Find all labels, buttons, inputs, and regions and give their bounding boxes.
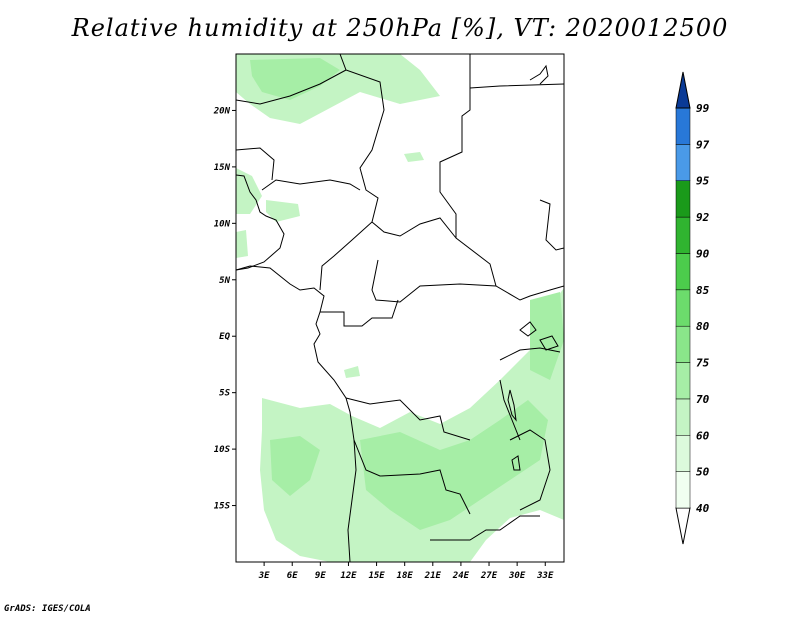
humidity-region-west-2 [266,200,300,222]
chart-title: Relative humidity at 250hPa [%], VT: 202… [71,14,729,42]
y-axis-ticks: 20N 15N 10N 5N EQ 5S 10S 15S [213,106,236,512]
border-3 [261,179,361,191]
humidity-region-north-inner [250,58,340,100]
lake-3 [539,335,559,351]
colorbar-segment [675,253,691,291]
coastline-gulf [236,265,357,562]
y-tick-label: 10S [214,445,231,455]
x-tick-label: 18E [397,571,414,581]
colorbar-label: 99 [696,102,710,115]
border-9 [320,299,399,327]
coastline-west [236,174,285,271]
humidity-region-south-inner [360,400,548,530]
border-4 [439,54,497,287]
colorbar-label: 80 [696,320,710,333]
x-tick-label: 6E [287,571,298,581]
x-tick-label: 21E [424,571,442,581]
y-tick-label: 20N [213,106,231,116]
colorbar-label: 75 [696,357,710,370]
y-tick-label: 5S [219,389,230,399]
colorbar: 40 50 60 70 75 80 85 90 92 95 97 99 [675,71,710,545]
border-16 [499,379,521,441]
border-14 [430,515,540,541]
colorbar-segment [675,471,691,509]
y-tick-label: 15S [214,502,231,512]
colorbar-segment [675,362,691,400]
border-8 [236,147,275,181]
border-2 [236,69,347,105]
border-6 [371,217,457,239]
country-borders [236,54,564,562]
y-tick-label: 10N [214,219,231,229]
lake-1 [507,389,517,422]
colorbar-segment [675,289,691,327]
colorbar-arrow-low [675,507,691,545]
colorbar-label: 92 [696,211,710,224]
humidity-region-west [236,168,262,214]
x-tick-label: 12E [340,571,357,581]
colorbar-label: 97 [696,138,710,151]
colorbar-label: 70 [696,393,710,406]
colorbar-segment [675,216,691,254]
border-7 [371,259,564,303]
x-tick-label: 15E [368,571,385,581]
border-12 [499,347,561,361]
x-tick-label: 30E [508,571,526,581]
coastline-north-east [529,64,549,85]
x-tick-label: 24E [452,571,470,581]
border-13 [509,429,551,511]
x-tick-label: 9E [315,571,326,581]
border-5 [469,83,564,89]
humidity-region-south-west [270,436,320,496]
y-tick-label: 5N [219,276,230,286]
credit-label: GrADS: IGES/COLA [4,604,91,614]
border-15 [539,199,564,251]
y-tick-label: 15N [214,163,231,173]
map-frame [235,53,565,563]
colorbar-segment [675,435,691,472]
colorbar-label: 85 [696,284,710,297]
humidity-region-spot-3 [344,366,360,378]
humidity-shading [236,54,564,562]
colorbar-label: 40 [696,502,710,515]
humidity-region-spot-2 [236,230,248,258]
colorbar-arrow-high [675,71,691,109]
colorbar-label: 90 [696,247,710,260]
lake-4 [511,455,521,471]
x-tick-label: 27E [480,571,498,581]
humidity-region-spot [404,152,424,162]
border-10 [345,397,471,441]
colorbar-segment [675,180,691,218]
colorbar-label: 50 [696,466,710,479]
humidity-region-north-east [380,70,436,100]
x-tick-label: 33E [536,571,554,581]
colorbar-label: 60 [696,429,710,442]
colorbar-segment [675,144,691,181]
colorbar-label: 95 [696,175,710,188]
x-tick-label: 3E [258,571,270,581]
border-1 [319,54,385,291]
colorbar-segment [675,325,691,363]
y-tick-label: EQ [219,332,230,342]
x-axis-ticks: 3E 6E 9E 12E 15E 18E 21E 24E 27E 30E 33E [258,562,554,581]
humidity-region-south-east [530,292,564,380]
colorbar-segment [675,107,691,145]
colorbar-segment [675,398,691,436]
border-11 [353,439,471,515]
lake-2 [519,321,537,337]
